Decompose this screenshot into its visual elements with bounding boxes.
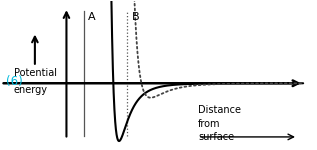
Text: surface: surface — [198, 132, 234, 142]
Text: B: B — [132, 12, 140, 22]
Text: from: from — [198, 118, 220, 129]
Text: energy: energy — [14, 85, 48, 96]
Text: Potential: Potential — [14, 68, 57, 78]
Text: A: A — [87, 12, 95, 22]
Text: (6): (6) — [6, 75, 23, 88]
Text: Distance: Distance — [198, 105, 241, 115]
